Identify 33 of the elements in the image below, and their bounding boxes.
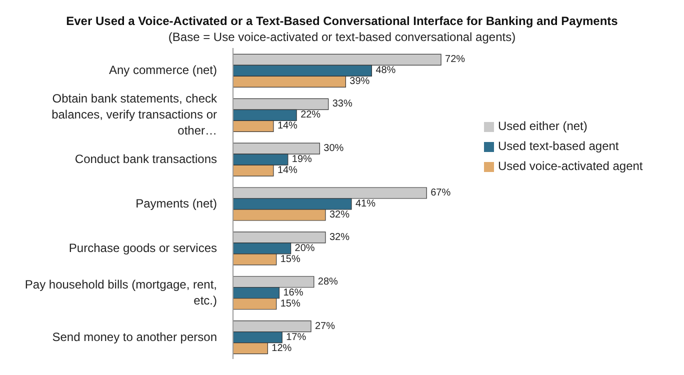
y-tick-label: Obtain bank statements, check balances, verify transactions or other… (52, 92, 218, 138)
y-tick-label: Pay household bills (mortgage, rent, etc.) (24, 277, 217, 308)
data-label: 16% (283, 287, 304, 298)
legend-label: Used either (net) (498, 119, 588, 133)
chart-subtitle: (Base = Use voice-activated or text-based conversational agents) (167, 30, 517, 44)
y-tick-label: Purchase goods or services (68, 240, 217, 255)
legend-label: Used voice-activated agent (498, 159, 643, 173)
data-label: 19% (292, 154, 312, 166)
data-label: 67% (430, 188, 451, 199)
data-label: 33% (332, 98, 352, 110)
data-label: 28% (318, 276, 338, 288)
data-label: 12% (272, 342, 292, 354)
y-tick-label: Any commerce (net) (108, 63, 217, 78)
data-label: 41% (355, 198, 376, 210)
y-tick-label: Send money to another person (52, 330, 217, 344)
data-label: 27% (315, 320, 336, 332)
data-label: 39% (350, 76, 370, 88)
chart-title: Ever Used a Voice-Activated or a Text-Based Conversational Interface for Banking and Payments (65, 14, 619, 28)
legend-label: Used text-based agent (498, 139, 619, 153)
data-label: 48% (376, 65, 396, 76)
data-label: 20% (294, 242, 315, 254)
data-label: 17% (286, 332, 306, 343)
y-tick-label: Payments (net) (136, 196, 217, 210)
data-label: 14% (277, 165, 298, 176)
data-label: 14% (277, 120, 298, 132)
data-label: 22% (300, 110, 321, 121)
data-label: 32% (329, 232, 350, 243)
data-label: 72% (445, 54, 466, 66)
data-label: 32% (329, 210, 350, 221)
y-tick-label: Conduct bank transactions (74, 152, 217, 166)
data-label: 15% (280, 298, 300, 310)
data-label: 30% (324, 143, 344, 154)
data-label: 15% (280, 254, 300, 265)
